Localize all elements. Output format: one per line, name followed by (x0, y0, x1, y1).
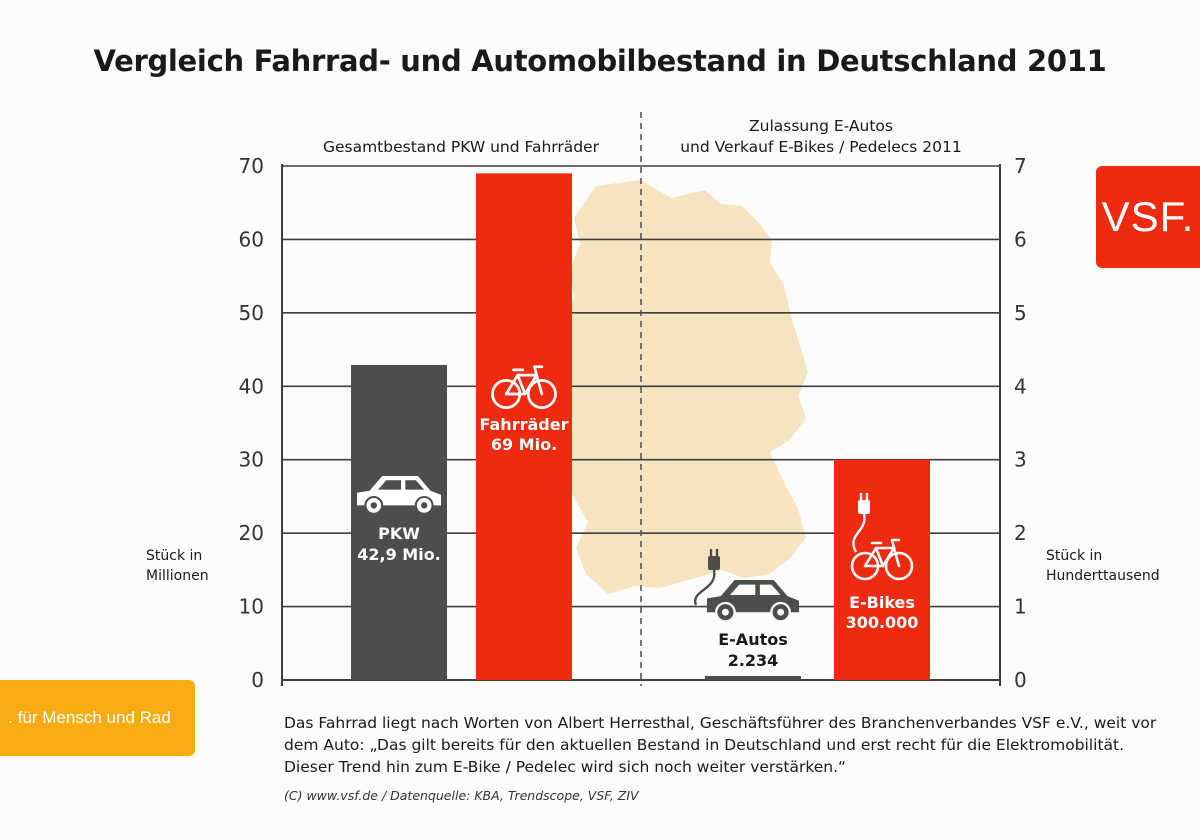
left-axis-unit-label: Stück in (146, 548, 202, 564)
right-tick-label: 0 (1014, 668, 1027, 692)
left-tick-label: 50 (239, 301, 264, 325)
left-tick-label: 0 (251, 668, 264, 692)
vsf-logo: VSF. (1096, 166, 1200, 268)
right-axis-unit-label: Stück in (1046, 548, 1102, 564)
bar-fahrr-der (476, 173, 572, 681)
left-tick-label: 30 (239, 448, 264, 472)
tagline-dot: . (8, 708, 13, 727)
electric-bicycle-icon (850, 493, 914, 581)
left-tick-label: 70 (239, 154, 264, 178)
bicycle-icon (491, 365, 557, 410)
bar-data-label: PKW (378, 524, 420, 543)
tagline-badge: . für Mensch und Rad (0, 680, 195, 756)
chart-title: Vergleich Fahrrad- und Automobilbestand … (93, 44, 1107, 78)
right-tick-label: 4 (1014, 374, 1027, 398)
bar-pkw (351, 364, 447, 680)
right-tick-label: 1 (1014, 595, 1027, 619)
source-note: (C) www.vsf.de / Datenquelle: KBA, Trend… (284, 788, 639, 803)
bar-data-label: Fahrräder (480, 415, 569, 434)
panel-heading: Zulassung E-Autos (749, 117, 893, 135)
bar-data-label: E-Bikes (849, 593, 915, 612)
left-tick-label: 40 (239, 374, 264, 398)
left-tick-label: 20 (239, 521, 264, 545)
right-tick-label: 7 (1014, 154, 1027, 178)
tagline-text: für Mensch und Rad (17, 708, 171, 727)
left-tick-label: 60 (239, 227, 264, 251)
quote-text: Das Fahrrad liegt nach Worten von Albert… (284, 714, 1157, 776)
bar-data-label: 2.234 (728, 651, 779, 670)
right-axis-unit-label: Hunderttausend (1046, 568, 1160, 584)
bar-data-label: E-Autos (718, 630, 788, 649)
bar-data-label: 42,9 Mio. (357, 545, 441, 564)
logo-text: VSF. (1101, 193, 1195, 240)
right-tick-label: 3 (1014, 448, 1027, 472)
bar-data-label: 300.000 (846, 613, 919, 632)
right-tick-label: 5 (1014, 301, 1027, 325)
bar-data-label: 69 Mio. (491, 435, 557, 454)
left-tick-label: 10 (239, 595, 264, 619)
bar-e-autos (705, 676, 801, 680)
electric-car-icon (693, 549, 799, 623)
right-tick-label: 6 (1014, 227, 1027, 251)
panel-heading: und Verkauf E-Bikes / Pedelecs 2011 (680, 138, 962, 156)
right-tick-label: 2 (1014, 521, 1027, 545)
panel-heading: Gesamtbestand PKW und Fahrräder (323, 138, 600, 156)
car-icon (357, 476, 441, 515)
bar-e-bikes (834, 459, 930, 680)
left-axis-unit-label: Millionen (146, 568, 209, 584)
